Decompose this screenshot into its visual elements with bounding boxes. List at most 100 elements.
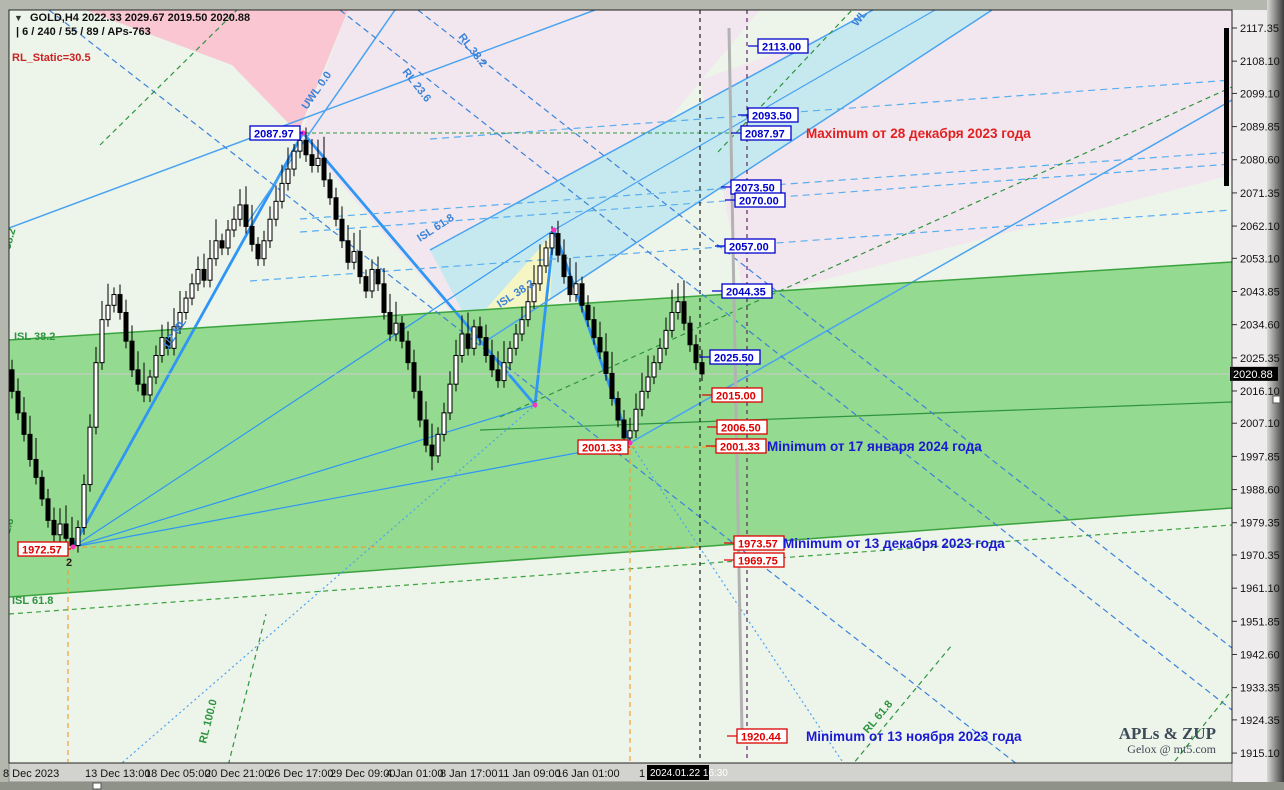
time-tick-label: 16 Jan 01:00 <box>556 768 620 780</box>
price-level-label[interactable]: 2093.50 <box>738 107 799 123</box>
candle-body <box>645 376 651 392</box>
candle <box>405 331 411 370</box>
label-value: 2001.33 <box>720 442 760 454</box>
price-tick-label: 1915.10 <box>1240 748 1280 760</box>
price-tick-label: 1942.60 <box>1240 649 1280 661</box>
price-level-label[interactable]: 2073.50 <box>721 179 782 195</box>
price-level-label[interactable]: 1969.75 <box>724 552 785 568</box>
candle <box>255 237 261 266</box>
candle-body <box>693 344 699 364</box>
candle-body <box>183 297 189 313</box>
price-level-label[interactable]: 2113.00 <box>748 38 809 54</box>
candle-body <box>27 433 33 460</box>
label-value: 2057.00 <box>729 242 769 254</box>
candle-body <box>51 519 57 536</box>
time-tick-label: 26 Dec 17:00 <box>268 768 333 780</box>
time-tick-label: 29 Dec 09:00 <box>330 768 395 780</box>
candle <box>651 355 657 385</box>
price-level-label[interactable]: 2070.00 <box>725 192 786 208</box>
candle-body <box>483 337 489 356</box>
price-tick-label: 2007.10 <box>1240 418 1280 430</box>
candle-body <box>621 419 627 439</box>
candle <box>525 285 531 327</box>
candle <box>603 333 609 381</box>
candle <box>399 316 405 349</box>
price-tick-label: 2034.60 <box>1240 320 1280 332</box>
price-level-label[interactable]: 1973.57 <box>724 535 785 551</box>
trendline-label: 38.2 <box>1 227 18 251</box>
candle-body <box>333 197 339 220</box>
price-axis-strip[interactable] <box>1232 10 1267 782</box>
label-box <box>740 125 792 141</box>
price-level-label[interactable]: 2025.50 <box>700 349 761 365</box>
price-level-label[interactable]: 2087.97 <box>249 125 303 141</box>
candle <box>45 488 51 528</box>
candle <box>153 345 159 385</box>
candle-body <box>597 337 603 353</box>
price-level-label[interactable]: 2006.50 <box>707 419 768 435</box>
candle-body <box>213 240 219 260</box>
candle-body <box>309 154 315 166</box>
candle <box>693 334 699 370</box>
rl-38-2 <box>417 10 1232 649</box>
price-level-label[interactable]: 1920.44 <box>727 728 788 744</box>
candle-body <box>651 362 657 378</box>
candle <box>177 290 183 334</box>
edge-object-bar <box>1224 28 1229 186</box>
candle-body <box>261 240 267 260</box>
candle-body <box>195 268 201 285</box>
candle-body <box>69 537 75 546</box>
price-level-label[interactable]: 2001.33 <box>577 439 630 455</box>
current-time-value: 2024.01.22 16:30 <box>650 768 728 779</box>
candle <box>321 136 327 187</box>
candle <box>219 233 225 256</box>
candle <box>189 273 195 306</box>
price-tick-label: 2025.35 <box>1240 353 1280 365</box>
candle-body <box>399 322 405 342</box>
candle-body <box>459 333 465 356</box>
trendline-label: 61.8 <box>0 517 16 541</box>
warn-2093 <box>429 79 1232 140</box>
candle <box>621 409 627 446</box>
candle <box>675 283 681 320</box>
gray-ray <box>727 27 744 734</box>
resize-handle[interactable] <box>1272 395 1281 404</box>
candle-body <box>501 362 507 382</box>
candle-body <box>519 319 525 335</box>
price-tick-label: 1997.85 <box>1240 451 1280 463</box>
price-level-label[interactable]: 2001.33 <box>706 438 767 454</box>
candle-body <box>135 369 141 385</box>
time-tick-label: 18 Dec 05:00 <box>145 768 210 780</box>
candle <box>573 262 579 302</box>
candle <box>261 230 267 266</box>
candle <box>39 470 45 507</box>
price-level-label[interactable]: 2044.35 <box>712 283 773 299</box>
rl-61-8-line <box>853 644 953 763</box>
price-level-label[interactable]: 2015.00 <box>702 387 763 403</box>
candle-body <box>303 139 309 156</box>
candle-body <box>585 304 591 321</box>
green-steep-tr <box>717 10 853 153</box>
price-level-label[interactable]: 1972.57 <box>17 541 71 557</box>
candle-body <box>177 311 183 328</box>
candle-body <box>573 283 579 296</box>
candle-body <box>561 254 567 278</box>
scrollbar-thumb[interactable] <box>92 782 102 790</box>
candle <box>327 172 333 205</box>
time-tick-label: 20 Dec 21:00 <box>205 768 270 780</box>
candle <box>591 306 597 345</box>
candle <box>471 319 477 356</box>
price-tick-label: 2062.10 <box>1240 221 1280 233</box>
candle-body <box>507 347 513 364</box>
candle <box>567 257 573 302</box>
candle <box>465 312 471 356</box>
candle <box>579 276 585 313</box>
candle-body <box>297 139 303 152</box>
candle <box>495 351 501 388</box>
price-level-label[interactable]: 2087.97 <box>731 125 792 141</box>
candle-body <box>75 527 81 546</box>
price-level-label[interactable]: 2057.00 <box>715 238 776 254</box>
candle-body <box>327 179 333 199</box>
